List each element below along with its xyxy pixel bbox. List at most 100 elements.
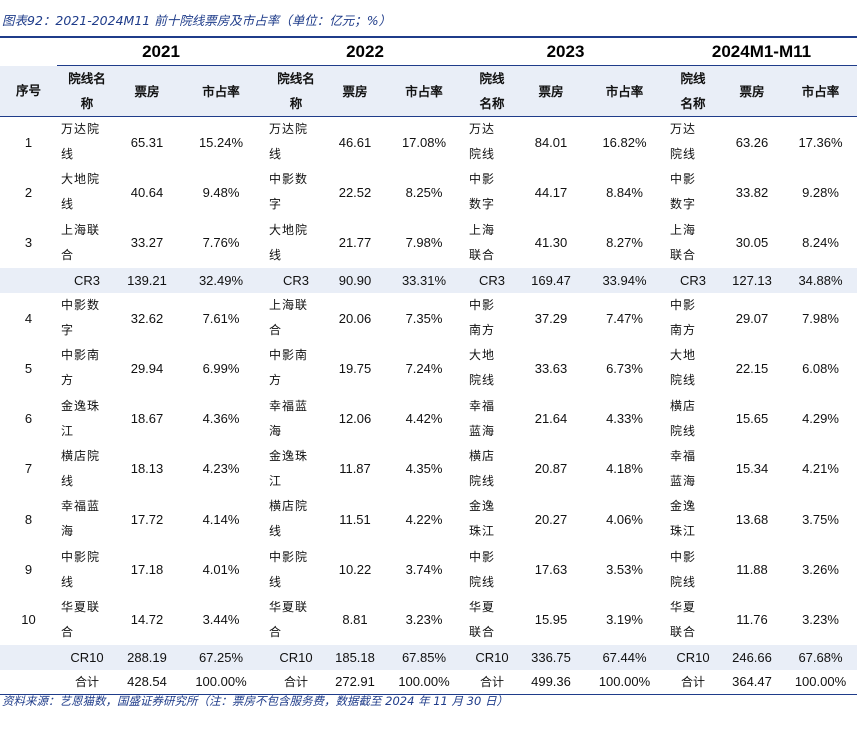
summary-share-value: 67.68% <box>784 644 857 670</box>
summary-label: CR3 <box>57 267 117 293</box>
cinema-line-name: 幸福蓝海 <box>61 499 101 539</box>
box-header-2021: 票房 <box>117 65 177 117</box>
box-office-value: 17.72 <box>130 511 164 527</box>
market-share-value: 6.73% <box>606 360 643 376</box>
market-share-value: 4.01% <box>202 562 240 578</box>
cinema-line-name: 大地院线 <box>670 348 697 388</box>
summary-label: 合计 <box>57 669 117 695</box>
market-share-value: 4.14% <box>202 511 240 527</box>
cinema-line-name: 上海联合 <box>670 222 697 262</box>
cinema-line-name: 横店院线 <box>670 398 697 438</box>
cinema-line-name: 中影数字 <box>61 298 101 338</box>
summary-box-value: 364.47 <box>720 669 784 695</box>
box-office-value: 17.63 <box>534 562 568 578</box>
cinema-line-name: 上海联合 <box>61 222 101 262</box>
market-share-value: 4.29% <box>802 411 839 427</box>
year-header-blank <box>0 38 57 66</box>
cinema-line-name: 金逸珠江 <box>469 499 496 539</box>
market-share-value: 4.36% <box>202 411 240 427</box>
box-office-value: 65.31 <box>130 134 164 150</box>
summary-share-value: 100.00% <box>177 669 265 695</box>
summary-share-value: 67.85% <box>383 644 465 670</box>
cinema-line-name: 中影院线 <box>61 549 101 589</box>
caption-divider <box>0 36 857 38</box>
box-office-value: 41.30 <box>534 235 568 251</box>
table-row: 6 金逸珠江 18.67 4.36% 幸福蓝海 12.06 4.42% 幸福 蓝海 21.64 4.… <box>0 393 857 443</box>
share-header-2024: 市占率 <box>784 65 857 117</box>
market-share-value: 4.18% <box>606 461 643 477</box>
cinema-line-name: 中影院线 <box>269 549 309 589</box>
rank-cell: 9 <box>24 562 33 578</box>
box-office-value: 40.64 <box>130 184 164 200</box>
box-office-value: 20.87 <box>534 461 568 477</box>
market-share-value: 17.08% <box>401 134 447 150</box>
cinema-line-name: 万达院线 <box>269 122 309 162</box>
figure-caption: 图表92：2021-2024M11 前十院线票房及市占率（单位：亿元；%） <box>2 13 392 28</box>
summary-label: 合计 <box>465 669 519 695</box>
cinema-line-name: 中影院线 <box>469 549 496 589</box>
box-office-value: 84.01 <box>534 134 568 150</box>
total-row: 合计 428.54 100.00% 合计 272.91 100.00% 合计 499.36 10… <box>0 669 857 695</box>
market-share-value: 4.21% <box>802 461 839 477</box>
market-share-value: 3.74% <box>405 562 443 578</box>
summary-label: 合计 <box>265 669 327 695</box>
year-header-row: 2021 2022 2023 2024M1-M11 <box>0 38 857 66</box>
table-row: 4 中影数字 32.62 7.61% 上海联合 20.06 7.35% 中影 南方 37.29 7.… <box>0 293 857 343</box>
rank-cell: 7 <box>24 461 33 477</box>
cinema-line-name: 幸福蓝海 <box>269 398 309 438</box>
summary-label: 合计 <box>666 669 720 695</box>
market-share-value: 3.23% <box>405 612 443 628</box>
year-header-2024: 2024M1-M11 <box>666 38 857 66</box>
rank-cell: 2 <box>24 184 33 200</box>
box-office-value: 13.68 <box>735 511 769 527</box>
summary-label: CR10 <box>57 644 117 670</box>
cinema-line-name: 金逸珠江 <box>269 448 309 488</box>
box-office-value: 30.05 <box>735 235 769 251</box>
cinema-line-name: 幸福蓝海 <box>670 448 697 488</box>
cinema-line-name: 华夏联合 <box>469 599 496 639</box>
market-share-value: 7.24% <box>405 360 443 376</box>
market-share-value: 8.84% <box>606 184 643 200</box>
box-office-value: 11.87 <box>339 461 371 477</box>
cinema-line-name: 上海联合 <box>269 298 309 338</box>
table-row: 7 横店院线 18.13 4.23% 金逸珠江 11.87 4.35% 横店 院线 20.87 4.… <box>0 444 857 494</box>
box-office-value: 20.27 <box>534 511 568 527</box>
market-share-value: 4.22% <box>405 511 443 527</box>
cinema-line-name: 中影南方 <box>469 298 496 338</box>
cr10-row: CR10 288.19 67.25% CR10 185.18 67.85% CR10 336.… <box>0 644 857 670</box>
market-share-value: 9.48% <box>202 184 240 200</box>
summary-box-value: 428.54 <box>117 669 177 695</box>
cinema-line-name: 金逸珠江 <box>670 499 697 539</box>
box-office-value: 33.63 <box>534 360 568 376</box>
year-header-2021: 2021 <box>57 38 265 66</box>
summary-label: CR3 <box>465 267 519 293</box>
box-office-table: 2021 2022 2023 2024M1-M11 序号 院线名称 票房 市占率… <box>0 38 857 695</box>
summary-label: CR3 <box>265 267 327 293</box>
market-share-value: 7.35% <box>405 310 443 326</box>
rank-cell: 8 <box>24 511 33 527</box>
box-office-value: 32.62 <box>130 310 164 326</box>
market-share-value: 7.98% <box>802 310 839 326</box>
summary-label: CR10 <box>666 644 720 670</box>
cinema-line-name: 大地院线 <box>269 222 309 262</box>
cinema-line-name: 中影数字 <box>670 172 697 212</box>
market-share-value: 4.23% <box>202 461 240 477</box>
source-note: 资料来源：艺恩猫数，国盛证券研究所（注：票房不包含服务费，数据截至 2024 年… <box>2 694 508 708</box>
summary-share-value: 100.00% <box>784 669 857 695</box>
market-share-value: 9.28% <box>802 184 839 200</box>
box-office-value: 37.29 <box>534 310 568 326</box>
box-office-value: 21.64 <box>534 411 568 427</box>
table-row: 1 万达院线 65.31 15.24% 万达院线 46.61 17.08% 万达 院线 84.01… <box>0 117 857 168</box>
rank-cell: 1 <box>24 134 33 150</box>
market-share-value: 4.35% <box>405 461 443 477</box>
cinema-line-name: 上海联合 <box>469 222 496 262</box>
summary-share-value: 34.88% <box>784 267 857 293</box>
market-share-value: 7.61% <box>202 310 240 326</box>
cinema-line-name: 华夏联合 <box>61 599 101 639</box>
cinema-line-name: 大地院线 <box>61 172 101 212</box>
table-row: 8 幸福蓝海 17.72 4.14% 横店院线 11.51 4.22% 金逸 珠江 20.27 4.… <box>0 494 857 544</box>
box-office-value: 46.61 <box>338 134 372 150</box>
market-share-value: 8.24% <box>802 235 839 251</box>
cinema-line-name: 华夏联合 <box>269 599 309 639</box>
share-header-2023: 市占率 <box>583 65 666 117</box>
